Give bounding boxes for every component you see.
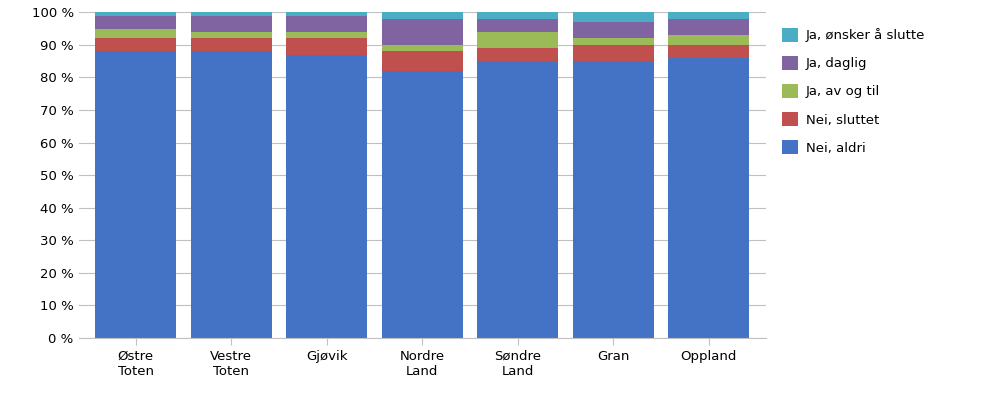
Bar (573, 61, 654, 338)
Bar (191, 38, 272, 52)
Bar (668, 58, 749, 338)
Bar (191, 32, 272, 38)
Bar (286, 32, 367, 38)
Bar (95, 52, 177, 338)
Bar (668, 12, 749, 19)
Bar (668, 19, 749, 35)
Bar (286, 16, 367, 32)
Bar (191, 16, 272, 32)
Bar (477, 61, 559, 338)
Bar (573, 12, 654, 22)
Bar (95, 29, 177, 38)
Bar (382, 19, 463, 45)
Bar (95, 12, 177, 16)
Bar (382, 52, 463, 71)
Bar (477, 12, 559, 19)
Legend: Ja, ønsker å slutte, Ja, daglig, Ja, av og til, Nei, sluttet, Nei, aldri: Ja, ønsker å slutte, Ja, daglig, Ja, av … (780, 26, 928, 157)
Bar (477, 32, 559, 48)
Bar (477, 19, 559, 32)
Bar (286, 12, 367, 16)
Bar (382, 12, 463, 19)
Bar (477, 48, 559, 61)
Bar (95, 38, 177, 52)
Bar (191, 52, 272, 338)
Bar (573, 38, 654, 45)
Bar (668, 45, 749, 58)
Bar (382, 71, 463, 338)
Bar (573, 45, 654, 61)
Bar (382, 45, 463, 52)
Bar (286, 55, 367, 338)
Bar (668, 35, 749, 45)
Bar (191, 12, 272, 16)
Bar (286, 38, 367, 55)
Bar (573, 22, 654, 38)
Bar (95, 16, 177, 29)
